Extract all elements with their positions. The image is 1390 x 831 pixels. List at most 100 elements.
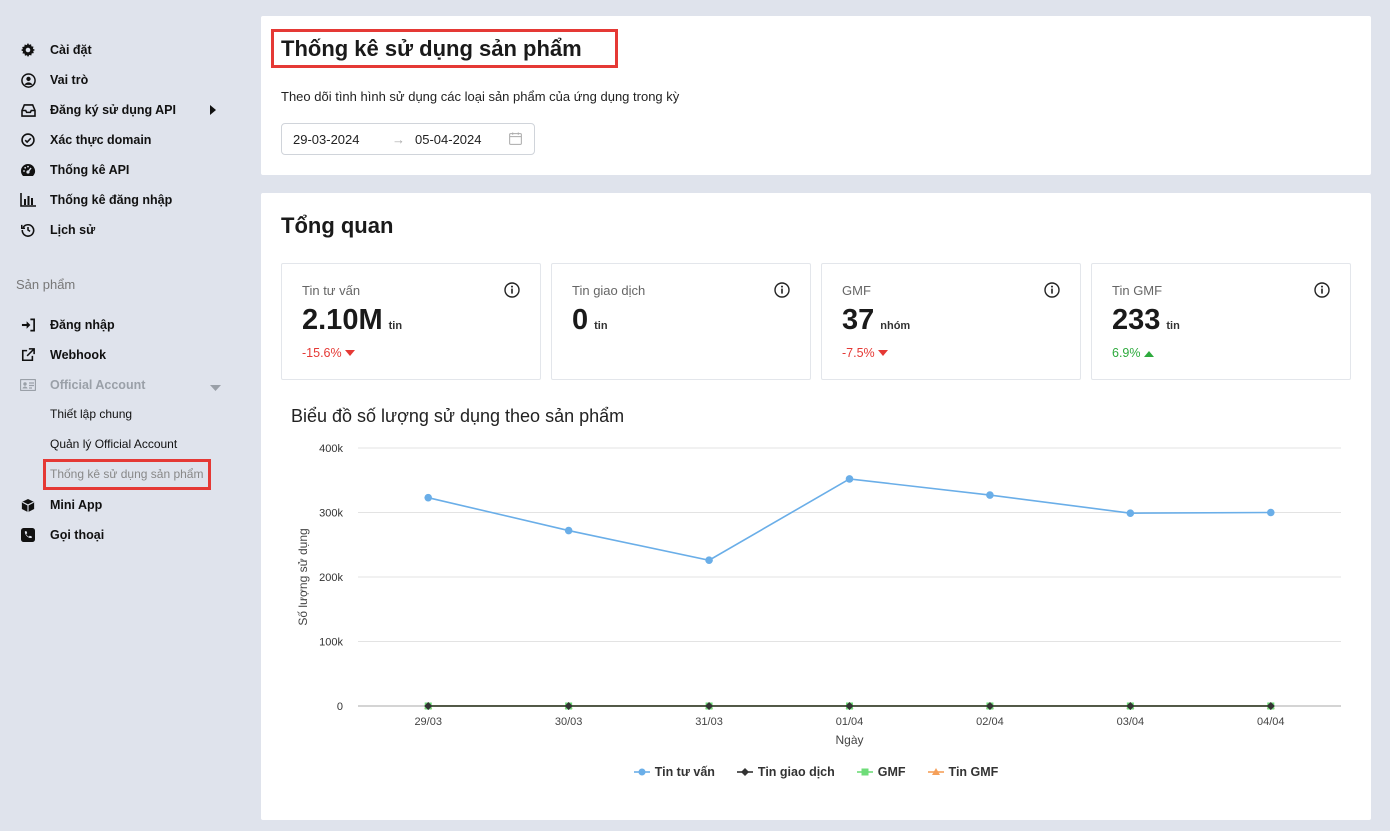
stat-unit: tin	[594, 320, 608, 332]
data-point	[1266, 508, 1275, 517]
sidebar-item-label: Thống kê đăng nhập	[50, 193, 173, 207]
stat-label: Tin GMF	[1112, 283, 1163, 298]
sidebar-item-mini-app[interactable]: Mini App	[20, 494, 102, 516]
page-title: Thống kê sử dụng sản phẩm	[281, 36, 582, 61]
data-point	[985, 702, 994, 710]
sidebar-item-label: Xác thực domain	[50, 133, 152, 147]
x-tick-label: 04/04	[1257, 716, 1285, 728]
legend-item[interactable]: GMF	[856, 765, 906, 779]
sidebar: Cài đặt Vai trò Đăng ký sử dụng API Xác …	[0, 0, 245, 831]
sign-in-icon	[20, 317, 36, 333]
stat-change: 6.9%	[1112, 346, 1154, 360]
legend-label: Tin tư vấn	[654, 765, 715, 779]
title-highlight-box	[271, 29, 618, 68]
sidebar-item-voice-call[interactable]: Gọi thoại	[20, 524, 104, 546]
stat-change: -15.6%	[302, 346, 356, 360]
sidebar-item-label: Cài đặt	[50, 43, 92, 57]
data-point	[1126, 509, 1135, 517]
sidebar-item-domain-verification[interactable]: Xác thực domain	[20, 129, 151, 151]
sidebar-section-label: Sản phẩm	[16, 277, 76, 292]
x-tick-label: 29/03	[414, 716, 442, 728]
data-point	[986, 491, 994, 499]
header-card: Thống kê sử dụng sản phẩm Theo dõi tình …	[261, 16, 1371, 175]
stat-label: Tin giao dịch	[572, 283, 646, 298]
y-tick-label: 200k	[319, 572, 343, 584]
sidebar-item-label: Lịch sử	[50, 223, 96, 237]
y-tick-label: 300k	[319, 508, 343, 520]
x-tick-label: 01/04	[836, 716, 864, 728]
legend-marker-icon	[856, 768, 873, 776]
stat-card-transaction-messages: Tin giao dịch 0 tin	[551, 263, 811, 380]
stat-value: 233 tin	[1112, 304, 1180, 336]
date-range-picker[interactable]: 29-03-2024 → 05-04-2024	[281, 123, 535, 155]
legend-marker-icon	[736, 768, 753, 776]
page-description: Theo dõi tình hình sử dụng các loại sản …	[281, 89, 680, 104]
legend-label: GMF	[877, 765, 906, 779]
data-point	[424, 702, 433, 710]
data-point	[1266, 702, 1275, 710]
legend-item[interactable]: Tin tư vấn	[633, 765, 715, 779]
stat-card-consult-messages: Tin tư vấn 2.10M tin -15.6%	[281, 263, 541, 380]
x-tick-label: 30/03	[555, 716, 583, 728]
gear-icon	[20, 42, 36, 58]
date-to-input[interactable]: 05-04-2024	[415, 131, 482, 147]
external-link-icon	[20, 347, 36, 363]
sidebar-item-label: Vai trò	[50, 73, 89, 87]
overview-title: Tổng quan	[281, 213, 394, 238]
calendar-icon[interactable]	[509, 132, 522, 148]
stat-unit: nhóm	[880, 320, 911, 332]
stat-value: 2.10M tin	[302, 304, 403, 336]
gauge-icon	[20, 162, 36, 178]
stat-card-gmf: GMF 37 nhóm -7.5%	[821, 263, 1081, 380]
sidebar-item-label: Webhook	[50, 348, 107, 362]
sidebar-item-official-account[interactable]: Official Account	[20, 374, 225, 396]
data-point	[564, 702, 573, 710]
data-point	[1126, 702, 1135, 710]
sidebar-item-webhook[interactable]: Webhook	[20, 344, 106, 366]
date-from-input[interactable]: 29-03-2024	[293, 131, 360, 147]
sidebar-item-settings[interactable]: Cài đặt	[20, 39, 92, 61]
sidebar-item-history[interactable]: Lịch sử	[20, 219, 95, 241]
legend-item[interactable]: Tin giao dịch	[736, 765, 835, 779]
sidebar-item-login-stats[interactable]: Thống kê đăng nhập	[20, 189, 172, 211]
info-icon[interactable]	[774, 282, 790, 303]
stat-card-gmf-messages: Tin GMF 233 tin 6.9%	[1091, 263, 1351, 380]
sidebar-item-label: Thống kê API	[50, 163, 130, 177]
x-axis-label: Ngày	[835, 733, 863, 747]
info-icon[interactable]	[504, 282, 520, 303]
legend-marker-icon	[633, 768, 650, 776]
caret-down-icon	[210, 381, 221, 395]
sidebar-item-label: Đăng ký sử dụng API	[50, 103, 176, 117]
x-tick-label: 31/03	[695, 716, 723, 728]
sidebar-subitem-product-usage-stats[interactable]: Thống kê sử dụng sản phẩm	[50, 467, 204, 481]
data-point	[705, 556, 713, 565]
stat-label: GMF	[842, 283, 871, 298]
y-tick-label: 100k	[319, 637, 343, 649]
legend-item[interactable]: Tin GMF	[927, 765, 998, 779]
chart-title: Biểu đồ số lượng sử dụng theo sản phẩm	[291, 406, 625, 426]
info-icon[interactable]	[1314, 282, 1330, 303]
y-tick-label: 400k	[319, 443, 343, 455]
sidebar-item-api-registration[interactable]: Đăng ký sử dụng API	[20, 99, 230, 121]
highlight-box	[43, 459, 211, 490]
sidebar-item-api-stats[interactable]: Thống kê API	[20, 159, 129, 181]
sidebar-subitem-manage-official-account[interactable]: Quản lý Official Account	[50, 437, 178, 451]
sidebar-item-login[interactable]: Đăng nhập	[20, 314, 115, 336]
legend-marker-icon	[927, 768, 944, 775]
info-icon[interactable]	[1044, 282, 1060, 303]
series-line	[428, 478, 1271, 562]
history-icon	[20, 222, 36, 238]
line-chart: 0 100k 200k 300k 400k 29/03 30/03 31/03 01/04 02/…	[296, 443, 1341, 747]
caret-down-icon	[345, 350, 356, 356]
sidebar-subitem-general-settings[interactable]: Thiết lập chung	[50, 407, 133, 421]
sidebar-item-label: Official Account	[50, 378, 146, 392]
x-tick-label: 02/04	[976, 716, 1004, 728]
data-point	[564, 526, 573, 535]
stat-label: Tin tư vấn	[302, 283, 361, 298]
y-tick-label: 0	[337, 701, 343, 713]
sidebar-item-roles[interactable]: Vai trò	[20, 69, 88, 91]
id-card-icon	[20, 377, 36, 393]
stat-unit: tin	[1166, 320, 1180, 332]
inbox-icon	[20, 102, 36, 118]
sidebar-item-label: Gọi thoại	[50, 528, 105, 542]
